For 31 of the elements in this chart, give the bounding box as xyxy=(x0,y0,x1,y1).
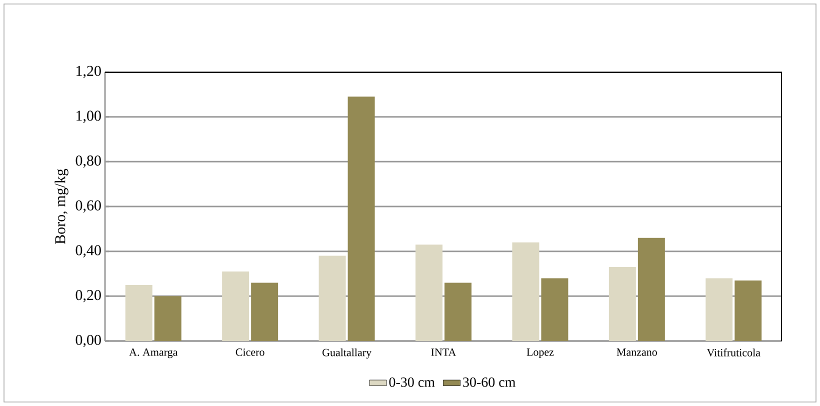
y-tick-label: 1,20 xyxy=(76,66,101,78)
bar xyxy=(608,267,636,341)
legend-label: 0-30 cm xyxy=(389,377,435,387)
x-tick-label: Vitifruticola xyxy=(706,348,760,356)
bar xyxy=(222,272,250,341)
legend-label: 30-60 cm xyxy=(463,377,516,387)
bar xyxy=(125,284,152,341)
x-tick-label: Manzano xyxy=(616,348,657,356)
bar xyxy=(154,296,182,341)
y-tick-label: 0,20 xyxy=(76,290,101,302)
bar xyxy=(416,244,442,341)
bar xyxy=(706,278,733,341)
y-tick-label: 0,40 xyxy=(76,245,101,258)
x-tick-label: Lopez xyxy=(526,348,554,358)
y-tick-label: 0,60 xyxy=(76,200,101,213)
bar xyxy=(318,256,346,341)
x-tick-label: Cicero xyxy=(236,348,264,356)
x-tick-label: A. Amarga xyxy=(129,348,178,358)
y-tick-label: 0,80 xyxy=(76,156,101,168)
bar xyxy=(638,238,665,341)
bar xyxy=(734,280,762,341)
y-axis-title: Boro, mg/kg xyxy=(54,168,68,244)
bar xyxy=(348,96,375,341)
bar xyxy=(444,282,472,341)
x-tick-label: Gualtallary xyxy=(322,348,372,359)
bar xyxy=(251,282,278,341)
bar xyxy=(541,278,568,341)
y-tick-label: 1,00 xyxy=(76,110,101,123)
bar xyxy=(512,242,540,341)
y-tick-label: 0,00 xyxy=(76,334,101,348)
x-tick-label: INTA xyxy=(431,348,456,356)
